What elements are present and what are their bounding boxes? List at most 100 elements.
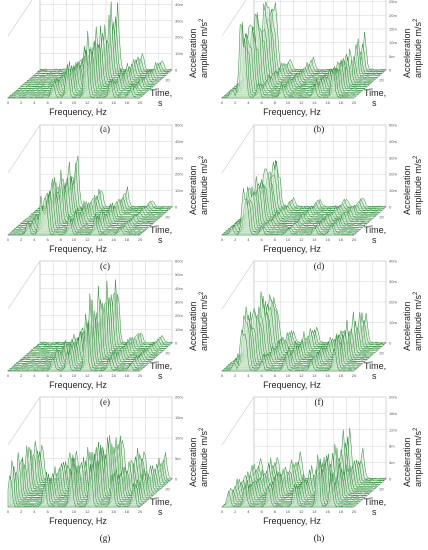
z-tick-label: 50m xyxy=(175,123,183,128)
spectrum-slice xyxy=(249,17,382,74)
x-tick-label: 8 xyxy=(274,509,277,514)
x-tick-label: 18 xyxy=(125,100,130,105)
x-tick-label: 12 xyxy=(299,237,304,242)
y-axis-label-line2: amplitude m/s xyxy=(199,430,209,487)
y-axis-label: Accelerationamplitude m/s2 xyxy=(188,155,209,215)
spectrum-slice xyxy=(7,313,141,372)
chart-panel-1: 0246810121416182005m10m15m20m25m30m2040F… xyxy=(221,0,423,134)
spectrum-slice xyxy=(14,299,147,366)
time-axis-label: Time, xyxy=(364,361,386,371)
x-tick-label: 8 xyxy=(274,237,277,242)
chart-panel-5: 0 2 4 6 8 10 12 14 16 18 20 0 10m 20m 30m 40m 20 40 Freque… xyxy=(221,259,423,408)
spectrum-slice xyxy=(230,186,363,228)
y-axis-label: Accelerationamplitude m/s2 xyxy=(402,18,423,78)
time-axis-unit: s xyxy=(158,235,163,245)
y-axis-label-line1: Acceleration xyxy=(188,301,198,351)
y-axis-label-sup: 2 xyxy=(199,427,205,431)
x-tick-label: 0 xyxy=(7,237,10,242)
floor-grid-line xyxy=(139,342,173,372)
x-tick-label: 14 xyxy=(312,373,317,378)
x-tick-label: 2 xyxy=(20,373,23,378)
y-axis-label-line2: amplitude m/s xyxy=(199,294,209,351)
z-tick-label: 25m xyxy=(389,0,397,4)
x-tick-label: 0 xyxy=(7,509,10,514)
z-tick-label: 20m xyxy=(175,35,183,40)
time-axis-label: Time, xyxy=(150,225,172,235)
x-tick-label: 8 xyxy=(274,373,277,378)
x-tick-label: 8 xyxy=(60,373,63,378)
floor-grid-line xyxy=(139,478,173,508)
y-axis-label-line1: Acceleration xyxy=(402,165,412,215)
x-tick-label: 6 xyxy=(46,373,49,378)
spectrum-slice xyxy=(226,186,359,232)
spectrum-slice xyxy=(12,48,145,95)
z-tick-label: 8m xyxy=(389,444,395,449)
time-tick-label: 40 xyxy=(155,496,160,501)
z-tick-label: 20m xyxy=(389,395,397,400)
spectrum-slice xyxy=(9,31,143,97)
spectrum-slice xyxy=(243,28,376,80)
x-tick-label: 2 xyxy=(20,100,23,105)
floor-grid-line xyxy=(126,206,159,236)
x-tick-label: 10 xyxy=(286,100,291,105)
z-tick-label: 15m xyxy=(175,415,183,420)
x-tick-label: 14 xyxy=(312,509,317,514)
spectrum-slice xyxy=(18,448,151,498)
time-tick-label: 20 xyxy=(379,486,384,491)
spectrum-slice xyxy=(251,160,385,210)
z-tick-label: 10m xyxy=(175,188,183,193)
floor-grid-line xyxy=(274,206,307,236)
chart-panel-7: 0 2 4 6 8 10 12 14 16 18 20 0 4m 8m 12m 16m 20m 20 40 Frequ… xyxy=(221,395,423,544)
z-tick-label: 20m xyxy=(389,300,397,305)
spectrum-slice xyxy=(14,53,147,93)
x-tick-label: 20 xyxy=(138,100,143,105)
y-axis-label-sup: 2 xyxy=(199,291,205,295)
y-axis-label-line1: Acceleration xyxy=(402,301,412,351)
x-tick-label: 16 xyxy=(111,373,116,378)
time-axis-unit: s xyxy=(158,371,163,381)
x-axis-label: Frequency, Hz xyxy=(49,244,107,254)
x-tick-label: 18 xyxy=(125,237,130,242)
z-tick-label: 15m xyxy=(389,27,397,32)
z-tick-label: 0 xyxy=(389,68,392,73)
spectrum-slice xyxy=(230,24,363,91)
time-tick-label: 40 xyxy=(155,87,160,92)
panel-label: (f) xyxy=(315,397,324,407)
z-tick-label: 30m xyxy=(175,300,183,305)
time-tick-label: 20 xyxy=(379,77,384,82)
z-tick-label: 20m xyxy=(389,13,397,18)
spectrum-slice xyxy=(253,160,387,208)
time-tick-label: 40 xyxy=(369,87,374,92)
x-tick-label: 12 xyxy=(299,373,304,378)
x-tick-label: 0 xyxy=(7,100,10,105)
y-axis-label-sup: 2 xyxy=(413,291,419,295)
x-tick-label: 12 xyxy=(85,100,90,105)
spectrum-slice xyxy=(223,22,357,97)
x-tick-label: 6 xyxy=(46,237,49,242)
spectrum-slice xyxy=(223,315,357,370)
y-axis-label-line2: amplitude m/s xyxy=(199,21,209,78)
x-tick-label: 10 xyxy=(286,509,291,514)
x-tick-label: 4 xyxy=(33,100,36,105)
x-tick-label: 14 xyxy=(312,100,317,105)
y-axis-label-line1: Acceleration xyxy=(188,165,198,215)
x-tick-label: 2 xyxy=(20,509,23,514)
z-tick-label: 10m xyxy=(389,188,397,193)
z-tick-label: 10m xyxy=(175,327,183,332)
x-tick-label: 12 xyxy=(85,509,90,514)
z-tick-label: 0 xyxy=(389,477,392,482)
spectrum-slice xyxy=(221,188,355,236)
z-tick-label: 60m xyxy=(175,259,183,264)
z-tick-label: 30m xyxy=(175,18,183,23)
spectrum-slice xyxy=(7,196,141,236)
x-tick-label: 10 xyxy=(72,237,77,242)
x-tick-label: 6 xyxy=(260,509,263,514)
x-tick-label: 14 xyxy=(98,373,103,378)
x-axis-label: Frequency, Hz xyxy=(263,516,321,526)
x-tick-label: 0 xyxy=(221,237,224,242)
z-tick-label: 0 xyxy=(175,477,178,482)
x-tick-label: 18 xyxy=(339,509,344,514)
spectrum-slice xyxy=(221,454,355,508)
time-tick-label: 40 xyxy=(369,496,374,501)
